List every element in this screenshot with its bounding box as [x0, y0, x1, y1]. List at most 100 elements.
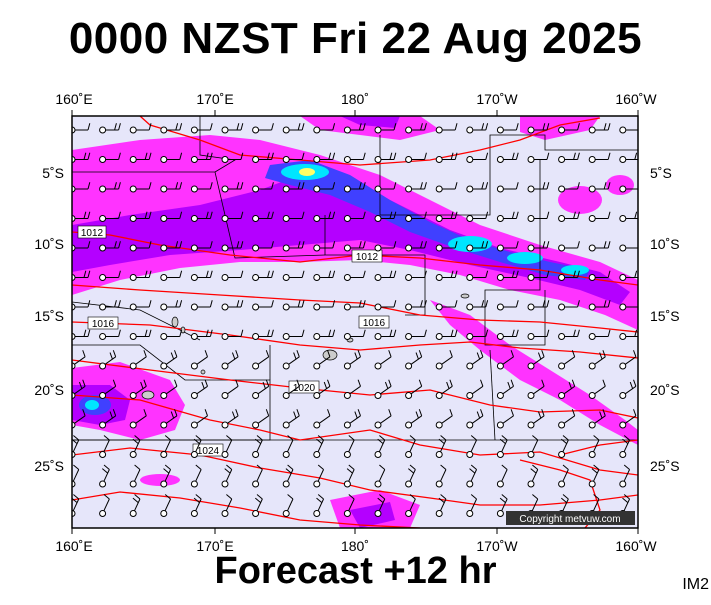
wind-barb [99, 152, 121, 163]
wind-barb [405, 241, 427, 252]
lat-labels-left: 5˚S 10˚S 15˚S 20˚S 25˚S [34, 165, 64, 474]
lat-label: 5˚S [42, 165, 64, 181]
wind-barb [343, 241, 366, 252]
wind-barb [374, 379, 392, 399]
wind-barb [282, 350, 300, 370]
rain-band-medium [72, 175, 630, 305]
wind-barb [160, 409, 178, 429]
lon-label: 160˚E [55, 538, 92, 554]
wind-barb [558, 182, 580, 193]
wind-barb [160, 494, 172, 517]
wind-barb [527, 379, 545, 399]
wind-barb [588, 241, 611, 252]
island-outlines [141, 293, 470, 400]
wind-barb [160, 211, 183, 222]
wind-barb [527, 350, 545, 370]
wind-barb [527, 329, 550, 340]
wind-barb [343, 152, 366, 163]
wind-barb [619, 211, 638, 222]
isobar-label: 1012 [77, 225, 107, 239]
rain-ne-patch-2 [606, 175, 634, 195]
wind-barb [405, 464, 416, 488]
wind-barb [313, 350, 331, 370]
wind-barb [588, 123, 611, 134]
wind-barb [221, 182, 244, 193]
wind-barb [313, 152, 336, 163]
wind-barb [405, 409, 423, 429]
wind-barb [619, 270, 638, 281]
wind-barb [527, 123, 550, 134]
lon-label: 180˚ [341, 538, 369, 554]
wind-barb [374, 494, 386, 517]
wind-barb [252, 270, 274, 281]
wind-barb [252, 464, 263, 488]
wind-barb [435, 211, 458, 222]
lon-label: 160˚W [615, 91, 657, 107]
wind-barb [160, 300, 183, 311]
lon-label: 180˚ [341, 91, 369, 107]
wind-barb [221, 494, 233, 517]
wind-barb [129, 270, 152, 281]
lon-label: 170˚W [476, 538, 518, 554]
wind-barb [221, 350, 239, 370]
wind-barb [190, 211, 213, 222]
wind-barb [99, 270, 121, 281]
wind-barb [129, 211, 152, 222]
wind-barb [129, 182, 152, 193]
image-code: IM2 [682, 576, 709, 593]
wind-barb [496, 329, 519, 340]
wind-barb [435, 350, 453, 370]
isobar-label: 1024 [192, 443, 224, 457]
wind-barb [160, 241, 183, 252]
wind-barb [282, 435, 294, 458]
wind-barb [99, 329, 121, 340]
wind-barb [252, 152, 274, 163]
wind-barb [72, 435, 80, 458]
lat-label: 15˚S [34, 308, 64, 324]
wind-barb [282, 123, 305, 134]
wind-barb [558, 270, 580, 281]
wind-barb [619, 185, 638, 193]
wind-barb [72, 152, 91, 163]
wind-barb [99, 211, 121, 222]
wind-barb [160, 329, 183, 340]
wind-barb [405, 329, 427, 340]
wind-barb [160, 123, 183, 134]
wind-barb [313, 270, 336, 281]
wind-barb [466, 211, 489, 222]
wind-barb [527, 409, 545, 429]
wind-barb [466, 379, 484, 399]
wind-barb [619, 152, 638, 163]
rain-ne-patch [558, 186, 602, 214]
forecast-lead-label: Forecast +12 hr [214, 550, 497, 592]
wind-barb [435, 464, 447, 488]
svg-text:1012: 1012 [356, 252, 379, 263]
wind-barb [496, 435, 508, 458]
wind-barb [466, 182, 489, 193]
wind-barb [282, 211, 305, 222]
wind-barb [405, 300, 427, 311]
wind-barb [282, 494, 294, 517]
svg-text:1024: 1024 [197, 446, 220, 457]
wind-barb [405, 152, 427, 163]
wind-barb [405, 435, 416, 458]
wind-barb [588, 409, 606, 429]
wind-barb [282, 329, 305, 340]
svg-text:1016: 1016 [363, 318, 386, 329]
wind-barb [252, 123, 274, 134]
wind-barb [190, 329, 213, 340]
wind-barb [129, 350, 147, 370]
wind-barb [282, 270, 305, 281]
wind-barb [252, 379, 270, 399]
rain-core-4 [561, 265, 589, 275]
wind-barb [558, 241, 580, 252]
wind-barb [221, 464, 233, 488]
axis-ticks [71, 110, 639, 534]
wind-barb [619, 464, 631, 488]
lon-label: 160˚W [615, 538, 657, 554]
wind-barb [558, 152, 580, 163]
wind-barb [435, 379, 453, 399]
wind-barb [190, 435, 202, 458]
wind-barb [160, 350, 178, 370]
